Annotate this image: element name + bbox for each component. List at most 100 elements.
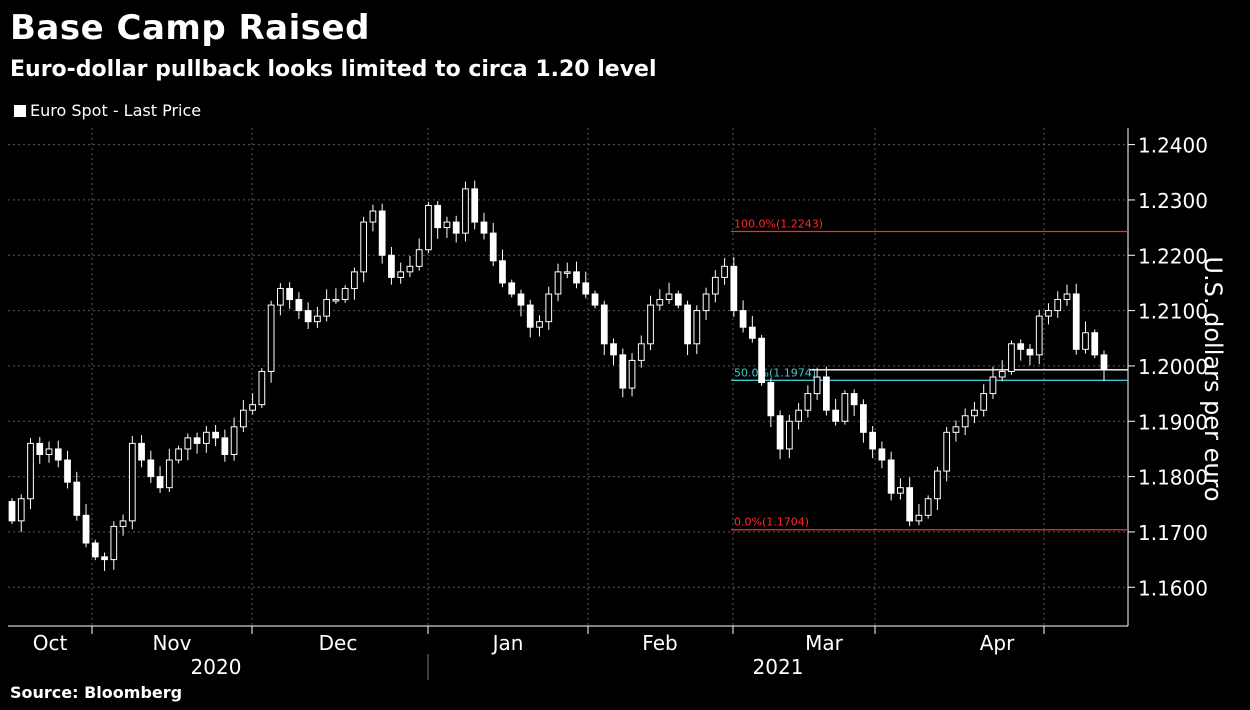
- candle-down: [739, 310, 747, 328]
- candle-up: [952, 426, 960, 433]
- candle-down: [526, 304, 534, 328]
- candle-up: [536, 321, 543, 328]
- candle-down: [674, 293, 682, 306]
- candle-up: [637, 343, 645, 361]
- candle-up: [702, 293, 710, 312]
- y-tick-label: 1.2300: [1138, 189, 1208, 213]
- candle-up: [360, 221, 368, 273]
- candle-up: [656, 299, 664, 306]
- candle-up: [119, 520, 127, 527]
- candle-up: [665, 293, 673, 301]
- candle-down: [388, 254, 395, 278]
- candle-up: [443, 221, 451, 229]
- x-tick-label: Oct: [33, 631, 68, 655]
- candle-down: [156, 476, 164, 489]
- y-tick-label: 1.1800: [1138, 466, 1208, 490]
- candle-up: [323, 299, 331, 317]
- candle-up: [971, 409, 978, 417]
- candle-up: [1008, 343, 1015, 372]
- candle-down: [1072, 293, 1080, 350]
- candle-up: [165, 459, 173, 489]
- candle-up: [202, 431, 210, 444]
- candle-up: [27, 442, 34, 500]
- candle-up: [351, 271, 358, 289]
- x-tick-label: Mar: [805, 631, 844, 655]
- candle-down: [286, 287, 293, 301]
- candle-down: [776, 415, 784, 450]
- candle-down: [684, 304, 691, 345]
- candle-down: [748, 326, 756, 339]
- candle-up: [785, 420, 793, 450]
- fib-level-label: 50.0%(1.1974): [734, 366, 816, 379]
- candle-up: [915, 514, 923, 522]
- candle-down: [489, 232, 497, 262]
- candle-down: [767, 382, 775, 417]
- candle-down: [499, 260, 506, 284]
- candle-down: [480, 221, 488, 234]
- candle-down: [878, 448, 886, 461]
- candle-down: [212, 431, 219, 439]
- candle-down: [517, 293, 525, 306]
- x-tick-label: Apr: [980, 631, 1015, 655]
- candle-up: [17, 498, 25, 522]
- candle-up: [1054, 299, 1062, 312]
- candle-down: [591, 293, 599, 306]
- candle-up: [628, 359, 636, 389]
- candle-up: [841, 393, 849, 422]
- y-axis-title: U.S. dollars per euro: [1199, 256, 1227, 501]
- candle-up: [1045, 310, 1052, 317]
- chart-subtitle: Euro-dollar pullback looks limited to ci…: [10, 57, 657, 82]
- candle-up: [943, 431, 951, 472]
- y-tick-label: 1.1700: [1138, 521, 1208, 545]
- candle-down: [452, 221, 460, 234]
- candle-down: [471, 188, 479, 223]
- candle-up: [1082, 332, 1089, 350]
- candle-up: [369, 210, 377, 223]
- candle-down: [434, 204, 442, 229]
- candle-up: [175, 448, 182, 461]
- candle-up: [184, 437, 192, 450]
- candle-down: [73, 481, 81, 516]
- candle-down: [758, 337, 765, 384]
- candle-up: [277, 287, 284, 306]
- candle-up: [239, 409, 247, 428]
- candle-up: [924, 498, 932, 516]
- x-tick-label: Feb: [642, 631, 677, 655]
- candle-up: [711, 276, 719, 295]
- y-tick-label: 1.2200: [1138, 244, 1208, 268]
- fib-level-label: 0.0%(1.1704): [734, 516, 809, 529]
- candle-down: [730, 265, 738, 312]
- y-tick-label: 1.1900: [1138, 410, 1208, 434]
- candle-down: [1091, 332, 1099, 356]
- candle-up: [961, 415, 969, 428]
- candle-down: [887, 459, 895, 494]
- y-tick-label: 1.2400: [1138, 134, 1208, 158]
- candle-down: [138, 442, 145, 461]
- candle-down: [860, 404, 867, 433]
- candle-up: [563, 271, 571, 274]
- candle-up: [128, 442, 136, 522]
- candle-up: [425, 204, 432, 251]
- candle-up: [415, 249, 423, 267]
- candle-up: [332, 299, 340, 302]
- candle-down: [101, 556, 108, 561]
- candle-up: [249, 404, 256, 411]
- y-tick-label: 1.1600: [1138, 576, 1208, 600]
- candle-down: [823, 376, 830, 411]
- chart-legend: Euro Spot - Last Price: [14, 100, 201, 122]
- candle-down: [600, 304, 608, 345]
- candle-down: [304, 310, 312, 323]
- candle-up: [1035, 315, 1043, 356]
- candle-up: [795, 409, 802, 422]
- candle-up: [341, 287, 349, 301]
- candle-up: [545, 293, 553, 323]
- year-label: 2021: [753, 655, 804, 679]
- candle-up: [397, 271, 405, 278]
- candle-down: [295, 299, 303, 312]
- x-tick-label: Dec: [319, 631, 358, 655]
- candle-down: [906, 487, 914, 522]
- candle-down: [1100, 354, 1108, 371]
- candle-down: [850, 393, 858, 406]
- candle-down: [1026, 348, 1034, 356]
- candle-up: [989, 376, 997, 395]
